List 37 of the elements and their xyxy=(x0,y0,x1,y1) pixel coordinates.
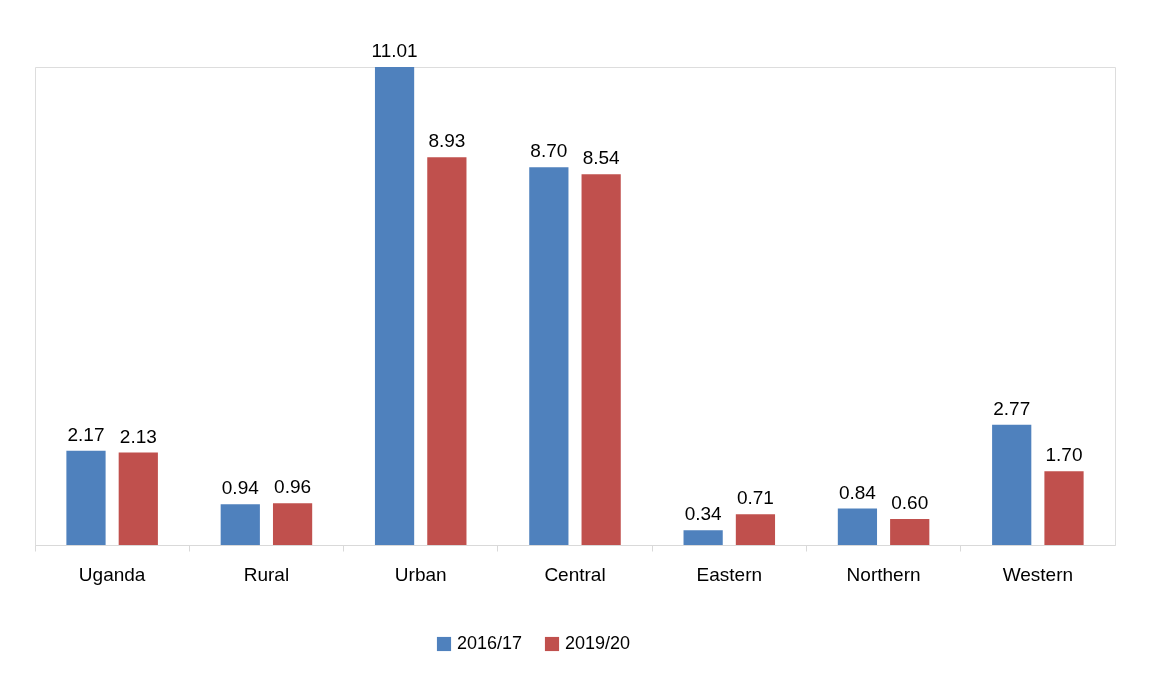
bar xyxy=(1044,471,1084,545)
x-tick-label: Northern xyxy=(846,563,921,585)
bar xyxy=(118,452,158,545)
data-label: 0.71 xyxy=(736,487,774,509)
legend-label: 2016/17 xyxy=(457,633,523,653)
bar xyxy=(735,514,776,545)
bar xyxy=(374,67,415,545)
bar xyxy=(683,530,723,545)
bar xyxy=(837,508,878,545)
x-tick-label: Central xyxy=(544,563,606,585)
data-label: 0.60 xyxy=(891,491,929,513)
data-label: 0.96 xyxy=(274,476,312,498)
legend-label: 2019/20 xyxy=(565,633,631,653)
bar xyxy=(66,450,106,545)
bar xyxy=(272,503,313,545)
data-label: 8.54 xyxy=(582,147,621,169)
bar xyxy=(581,174,621,545)
data-label: 2.77 xyxy=(993,397,1031,419)
bar xyxy=(890,518,930,545)
data-label: 0.94 xyxy=(221,477,260,499)
bar xyxy=(529,167,569,545)
data-label: 8.93 xyxy=(428,130,466,152)
bar xyxy=(427,157,467,545)
data-label: 8.70 xyxy=(530,140,568,162)
bar xyxy=(220,504,260,545)
x-tick-label: Rural xyxy=(243,563,290,585)
data-label: 2.13 xyxy=(119,425,157,447)
x-tick-label: Uganda xyxy=(78,563,146,585)
data-label: 11.01 xyxy=(371,40,418,61)
x-tick-label: Eastern xyxy=(696,563,763,585)
x-tick-label: Western xyxy=(1002,563,1074,585)
data-label: 2.17 xyxy=(67,423,105,445)
data-label: 0.84 xyxy=(838,481,877,503)
x-tick-label: Urban xyxy=(394,563,447,585)
data-label: 0.34 xyxy=(684,503,723,525)
data-label: 1.70 xyxy=(1045,444,1083,466)
bar xyxy=(992,424,1032,545)
